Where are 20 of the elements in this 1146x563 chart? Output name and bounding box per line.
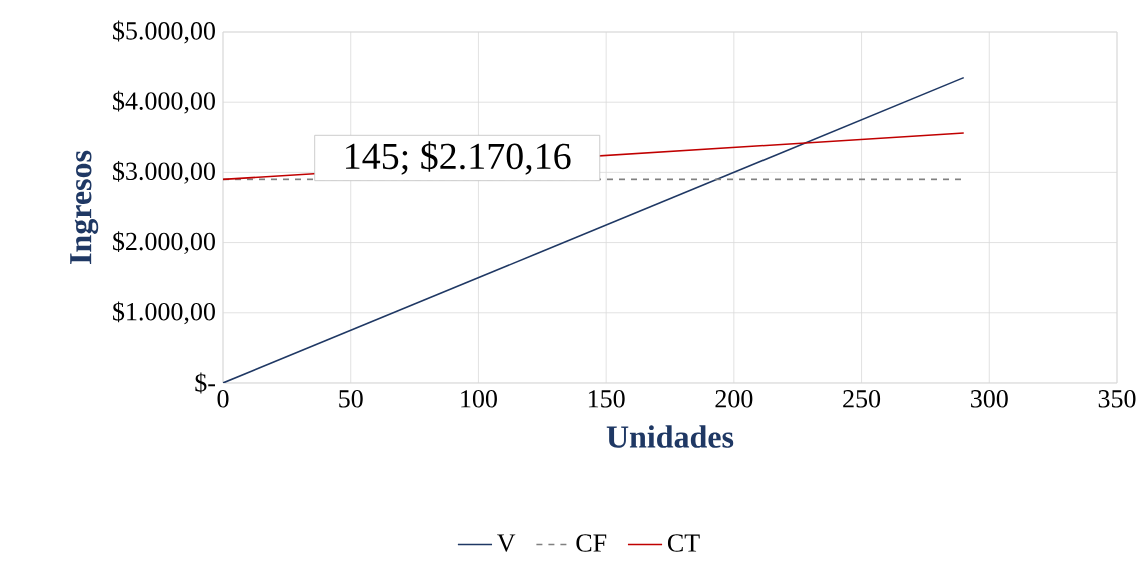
legend-label: CT xyxy=(667,534,700,553)
x-tick-label: 100 xyxy=(461,390,497,408)
x-tick-label: 0 xyxy=(217,390,229,408)
x-axis-title: Unidades xyxy=(606,425,734,449)
y-tick-label: $4.000,00 xyxy=(113,91,215,114)
x-tick-label: 150 xyxy=(588,390,625,408)
x-tick-label: 350 xyxy=(1098,390,1136,408)
x-tick-label: 50 xyxy=(339,390,363,408)
y-axis-title: Ingresos xyxy=(70,151,99,265)
legend-label: CF xyxy=(576,534,607,553)
y-tick-label: $- xyxy=(195,372,215,394)
y-tick-label: $2.000,00 xyxy=(113,231,215,255)
y-tick-label: $1.000,00 xyxy=(113,301,215,325)
y-tick-label: $3.000,00 xyxy=(113,161,215,185)
annotation: 145; $2.170,16 xyxy=(346,141,571,175)
x-tick-label: 250 xyxy=(843,390,881,408)
y-tick-label: $5.000,00 xyxy=(113,20,215,44)
x-tick-label: 200 xyxy=(715,390,753,408)
legend-label: V xyxy=(497,534,516,553)
x-tick-label: 300 xyxy=(971,390,1008,408)
